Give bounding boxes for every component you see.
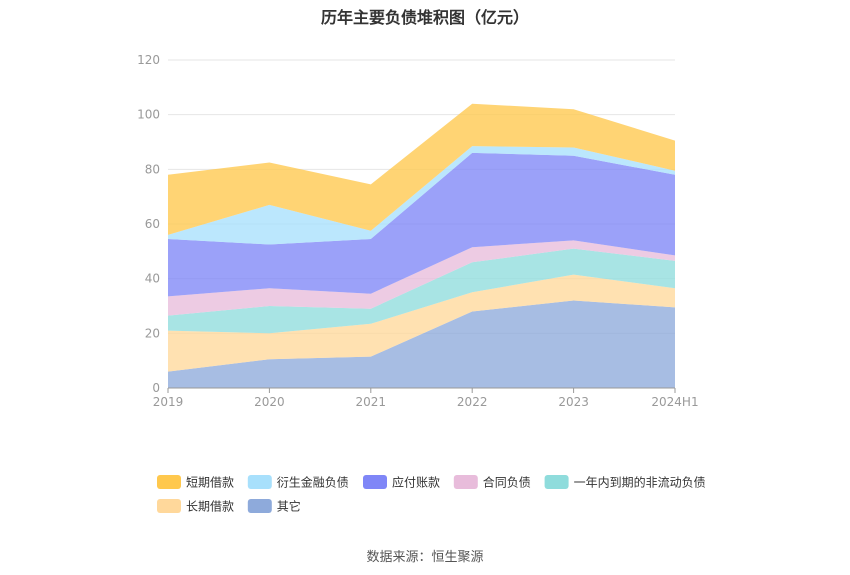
area-series bbox=[168, 103, 675, 235]
y-tick-label: 80 bbox=[145, 162, 160, 176]
area-series bbox=[168, 146, 675, 245]
x-tick-label: 2023 bbox=[558, 395, 589, 409]
legend-swatch bbox=[247, 475, 272, 489]
y-tick-label: 0 bbox=[152, 381, 160, 395]
area-series bbox=[168, 240, 675, 316]
legend-label: 应付账款 bbox=[392, 475, 440, 490]
area-series bbox=[168, 300, 675, 388]
x-tick-label: 2020 bbox=[254, 395, 285, 409]
legend-label: 长期借款 bbox=[186, 500, 234, 514]
legend-label: 合同负债 bbox=[483, 475, 531, 490]
x-tick-label: 2021 bbox=[356, 395, 387, 409]
legend-swatch bbox=[363, 475, 387, 489]
y-tick-label: 40 bbox=[145, 272, 160, 286]
legend-label: 其它 bbox=[277, 499, 301, 514]
legend-label: 短期借款 bbox=[186, 476, 234, 490]
legend-swatch bbox=[157, 475, 181, 489]
y-tick-label: 120 bbox=[137, 53, 160, 67]
area-series bbox=[168, 274, 675, 372]
data-source: 数据来源：恒生聚源 bbox=[366, 550, 484, 565]
x-tick-label: 2019 bbox=[153, 395, 184, 409]
y-tick-label: 60 bbox=[145, 217, 160, 231]
legend-swatch bbox=[157, 499, 181, 513]
x-tick-label: 2022 bbox=[457, 395, 488, 409]
legend-swatch bbox=[247, 499, 272, 513]
y-tick-label: 20 bbox=[145, 326, 160, 340]
chart-title: 历年主要负债堆积图（亿元） bbox=[320, 8, 529, 27]
legend-label: 一年内到期的非流动负债 bbox=[574, 475, 706, 490]
area-series bbox=[168, 152, 675, 297]
x-tick-label: 2024H1 bbox=[651, 395, 698, 409]
area-series bbox=[168, 248, 675, 334]
legend-swatch bbox=[453, 475, 478, 489]
legend-swatch bbox=[544, 475, 569, 489]
y-tick-label: 100 bbox=[137, 108, 160, 122]
legend-label: 衍生金融负债 bbox=[277, 475, 349, 490]
